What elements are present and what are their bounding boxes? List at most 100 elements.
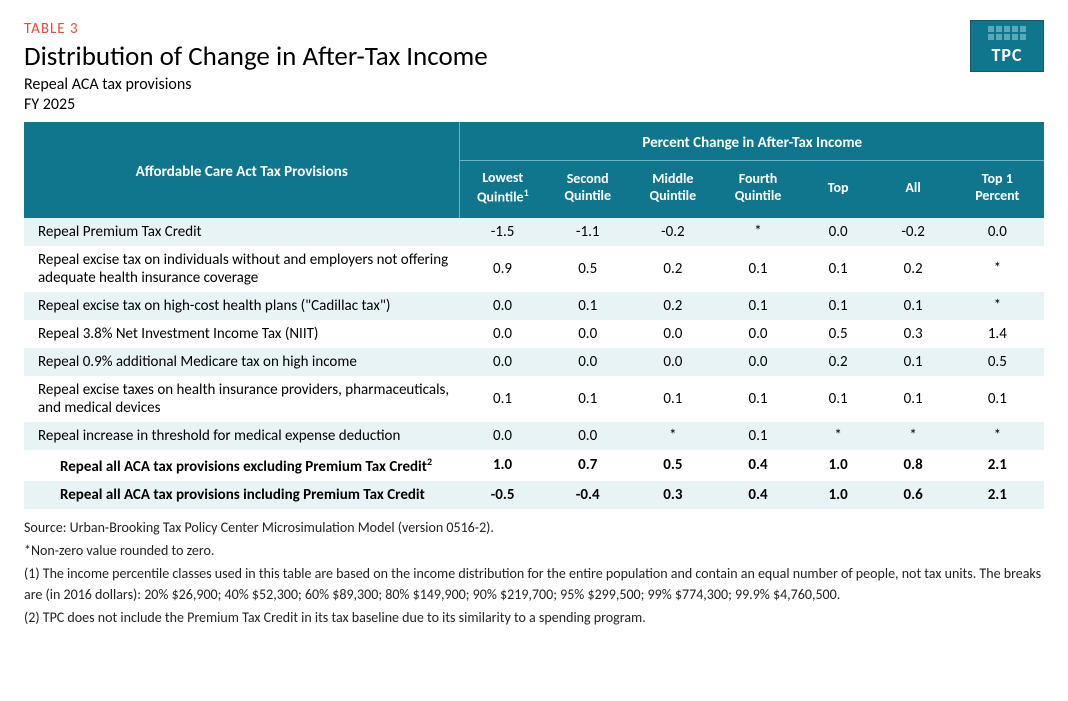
cell-value: 0.3 bbox=[630, 481, 715, 509]
cell-value: 0.0 bbox=[951, 218, 1044, 246]
cell-value: 0.0 bbox=[715, 320, 800, 348]
cell-value: 0.0 bbox=[630, 320, 715, 348]
note-source: Source: Urban-Brooking Tax Policy Center… bbox=[24, 517, 1044, 538]
subtitle: Repeal ACA tax provisions bbox=[24, 75, 970, 94]
cell-value: 0.1 bbox=[876, 348, 951, 376]
cell-value: 1.0 bbox=[460, 450, 545, 481]
column-header: Top 1Percent bbox=[951, 161, 1044, 218]
cell-value: -0.2 bbox=[630, 218, 715, 246]
cell-value: 0.0 bbox=[630, 348, 715, 376]
cell-value: 0.1 bbox=[801, 292, 876, 320]
cell-value: 0.4 bbox=[715, 481, 800, 509]
cell-value: 0.1 bbox=[715, 376, 800, 422]
cell-value: 0.0 bbox=[460, 422, 545, 450]
cell-value: 0.1 bbox=[715, 422, 800, 450]
row-label: Repeal increase in threshold for medical… bbox=[24, 422, 460, 450]
notes: Source: Urban-Brooking Tax Policy Center… bbox=[24, 517, 1044, 628]
cell-value: 0.5 bbox=[801, 320, 876, 348]
row-label: Repeal excise tax on individuals without… bbox=[24, 246, 460, 292]
cell-value: 0.0 bbox=[715, 348, 800, 376]
cell-value: 0.2 bbox=[630, 246, 715, 292]
table-row: Repeal all ACA tax provisions including … bbox=[24, 481, 1044, 509]
page-title: Distribution of Change in After-Tax Inco… bbox=[24, 40, 970, 73]
cell-value: 0.1 bbox=[715, 246, 800, 292]
cell-value: 0.1 bbox=[715, 292, 800, 320]
cell-value: * bbox=[630, 422, 715, 450]
cell-value: 0.9 bbox=[460, 246, 545, 292]
column-header: FourthQuintile bbox=[715, 161, 800, 218]
cell-value: -1.5 bbox=[460, 218, 545, 246]
table-row: Repeal excise tax on individuals without… bbox=[24, 246, 1044, 292]
note-asterisk: *Non-zero value rounded to zero. bbox=[24, 540, 1044, 561]
cell-value: 2.1 bbox=[951, 481, 1044, 509]
cell-value: 0.0 bbox=[460, 292, 545, 320]
row-label: Repeal excise tax on high-cost health pl… bbox=[24, 292, 460, 320]
column-header: SecondQuintile bbox=[545, 161, 630, 218]
cell-value: 0.7 bbox=[545, 450, 630, 481]
cell-value: -0.4 bbox=[545, 481, 630, 509]
table-header: Affordable Care Act Tax Provisions Perce… bbox=[24, 122, 1044, 218]
cell-value: 0.1 bbox=[801, 376, 876, 422]
cell-value: 1.4 bbox=[951, 320, 1044, 348]
cell-value: 0.2 bbox=[801, 348, 876, 376]
cell-value: * bbox=[951, 422, 1044, 450]
column-header: All bbox=[876, 161, 951, 218]
data-table: Affordable Care Act Tax Provisions Perce… bbox=[24, 122, 1044, 509]
cell-value: -0.2 bbox=[876, 218, 951, 246]
cell-value: 1.0 bbox=[801, 450, 876, 481]
cell-value: 2.1 bbox=[951, 450, 1044, 481]
logo-text: TPC bbox=[991, 44, 1022, 66]
row-label: Repeal all ACA tax provisions excluding … bbox=[24, 450, 460, 481]
title-block: TABLE 3 Distribution of Change in After-… bbox=[24, 20, 970, 122]
table-body: Repeal Premium Tax Credit-1.5-1.1-0.2*0.… bbox=[24, 218, 1044, 509]
cell-value: 0.1 bbox=[545, 376, 630, 422]
table-row: Repeal all ACA tax provisions excluding … bbox=[24, 450, 1044, 481]
cell-value: 0.1 bbox=[801, 246, 876, 292]
table-row: Repeal excise tax on high-cost health pl… bbox=[24, 292, 1044, 320]
logo-grid-icon bbox=[988, 26, 1026, 40]
row-label: Repeal excise taxes on health insurance … bbox=[24, 376, 460, 422]
table-row: Repeal excise taxes on health insurance … bbox=[24, 376, 1044, 422]
cell-value: * bbox=[951, 292, 1044, 320]
cell-value: 0.0 bbox=[460, 348, 545, 376]
column-header: LowestQuintile1 bbox=[460, 161, 545, 218]
cell-value: 0.3 bbox=[876, 320, 951, 348]
note-2: (2) TPC does not include the Premium Tax… bbox=[24, 607, 1044, 628]
tpc-logo: TPC bbox=[970, 20, 1044, 72]
cell-value: -1.1 bbox=[545, 218, 630, 246]
row-label: Repeal Premium Tax Credit bbox=[24, 218, 460, 246]
cell-value: 0.1 bbox=[951, 376, 1044, 422]
cell-value: 0.5 bbox=[630, 450, 715, 481]
cell-value: 0.6 bbox=[876, 481, 951, 509]
row-label: Repeal all ACA tax provisions including … bbox=[24, 481, 460, 509]
column-header: MiddleQuintile bbox=[630, 161, 715, 218]
cell-value: * bbox=[715, 218, 800, 246]
cell-value: 0.2 bbox=[630, 292, 715, 320]
table-row: Repeal increase in threshold for medical… bbox=[24, 422, 1044, 450]
cell-value: * bbox=[951, 246, 1044, 292]
cell-value: 0.1 bbox=[876, 292, 951, 320]
cell-value: 0.1 bbox=[630, 376, 715, 422]
cell-value: 0.0 bbox=[545, 422, 630, 450]
header: TABLE 3 Distribution of Change in After-… bbox=[24, 20, 1044, 122]
table-number: TABLE 3 bbox=[24, 20, 970, 38]
cell-value: 0.4 bbox=[715, 450, 800, 481]
row-label-header: Affordable Care Act Tax Provisions bbox=[24, 122, 460, 218]
table-row: Repeal 3.8% Net Investment Income Tax (N… bbox=[24, 320, 1044, 348]
table-row: Repeal 0.9% additional Medicare tax on h… bbox=[24, 348, 1044, 376]
cell-value: 0.5 bbox=[545, 246, 630, 292]
cell-value: 0.0 bbox=[801, 218, 876, 246]
cell-value: 0.8 bbox=[876, 450, 951, 481]
cell-value: 0.2 bbox=[876, 246, 951, 292]
cell-value: 1.0 bbox=[801, 481, 876, 509]
cell-value: * bbox=[801, 422, 876, 450]
row-label: Repeal 3.8% Net Investment Income Tax (N… bbox=[24, 320, 460, 348]
cell-value: 0.0 bbox=[545, 320, 630, 348]
note-1: (1) The income percentile classes used i… bbox=[24, 563, 1044, 605]
span-header: Percent Change in After-Tax Income bbox=[460, 122, 1044, 161]
cell-value: 0.0 bbox=[460, 320, 545, 348]
row-label: Repeal 0.9% additional Medicare tax on h… bbox=[24, 348, 460, 376]
cell-value: 0.0 bbox=[545, 348, 630, 376]
cell-value: 0.1 bbox=[545, 292, 630, 320]
fiscal-year: FY 2025 bbox=[24, 95, 970, 114]
